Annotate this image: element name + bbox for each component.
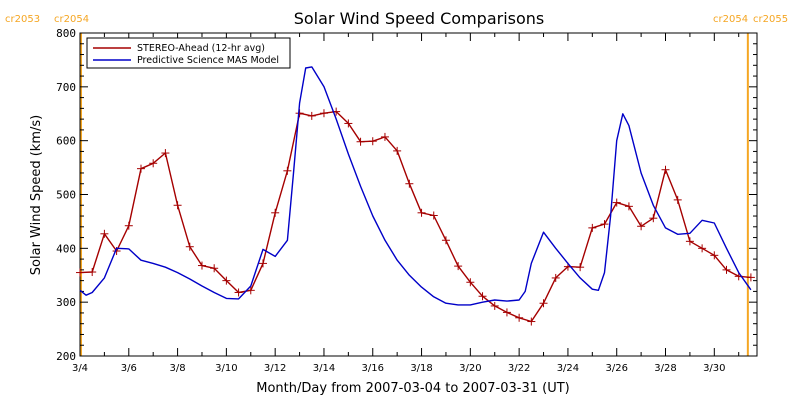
data-point-stereo	[588, 223, 597, 232]
data-point-stereo	[624, 202, 633, 211]
y-axis-label: Solar Wind Speed (km/s)	[29, 115, 44, 275]
data-point-stereo	[649, 214, 658, 223]
data-point-stereo	[576, 263, 585, 272]
series-line-stereo	[79, 110, 751, 323]
data-point-stereo	[258, 259, 267, 268]
data-point-stereo	[661, 165, 670, 174]
data-point-stereo	[405, 179, 414, 188]
chart-title: Solar Wind Speed Comparisons	[294, 9, 545, 28]
carrington-label-left-1: cr2053	[5, 14, 40, 25]
x-tick-label: 3/12	[264, 363, 286, 374]
y-tick-label: 200	[56, 350, 76, 363]
data-point-stereo	[100, 229, 109, 238]
legend-label-mas: Predictive Science MAS Model	[137, 55, 279, 66]
axes: 200 300 400 500 600 700 800 3/4 3/6 3/8 3/10 3/12 3/…	[56, 27, 758, 374]
data-point-stereo	[210, 264, 219, 273]
data-point-stereo	[515, 313, 524, 322]
x-tick-label: 3/26	[605, 363, 627, 374]
data-point-stereo	[161, 149, 170, 158]
data-point-stereo	[124, 221, 133, 230]
data-point-stereo	[685, 237, 694, 246]
data-point-stereo	[527, 317, 536, 326]
data-point-stereo	[234, 288, 243, 297]
x-tick-label: 3/16	[362, 363, 384, 374]
data-point-stereo	[539, 299, 548, 308]
data-point-stereo	[746, 273, 755, 282]
y-tick-label: 700	[56, 81, 76, 94]
data-point-stereo	[344, 119, 353, 128]
data-point-stereo	[551, 273, 560, 282]
data-point-stereo	[185, 242, 194, 251]
data-point-stereo	[271, 208, 280, 217]
data-point-stereo	[136, 164, 145, 173]
data-point-stereo	[76, 268, 84, 277]
data-point-stereo	[368, 137, 377, 146]
x-tick-label: 3/8	[170, 363, 186, 374]
y-tick-label: 800	[56, 27, 76, 40]
data-point-stereo	[466, 278, 475, 287]
data-point-stereo	[722, 265, 731, 274]
data-point-stereo	[502, 308, 511, 317]
series-layer	[76, 66, 755, 326]
data-point-stereo	[173, 201, 182, 210]
legend-box	[86, 37, 291, 69]
y-tick-label: 300	[56, 296, 76, 309]
data-point-stereo	[454, 262, 463, 271]
x-tick-label: 3/6	[121, 363, 137, 374]
x-axis-label: Month/Day from 2007-03-04 to 2007-03-31 …	[256, 381, 569, 396]
x-tick-label: 3/18	[410, 363, 432, 374]
data-point-stereo	[698, 244, 707, 253]
data-point-stereo	[612, 198, 621, 207]
y-tick-label: 600	[56, 135, 76, 148]
legend: STEREO-Ahead (12-hr avg) Predictive Scie…	[86, 37, 291, 69]
carrington-label-right-1: cr2054	[713, 14, 748, 25]
plot-frame	[79, 32, 758, 357]
data-point-stereo	[380, 132, 389, 141]
data-point-stereo	[319, 109, 328, 118]
data-point-stereo	[356, 137, 365, 146]
data-point-stereo	[673, 195, 682, 204]
data-point-stereo	[478, 292, 487, 301]
data-point-stereo	[393, 146, 402, 155]
data-point-stereo	[637, 222, 646, 231]
x-tick-label: 3/4	[72, 363, 88, 374]
data-point-stereo	[149, 159, 158, 168]
data-point-stereo	[441, 236, 450, 245]
data-point-stereo	[197, 261, 206, 270]
x-tick-label: 3/30	[703, 363, 725, 374]
x-tick-label: 3/10	[215, 363, 237, 374]
y-tick-label: 500	[56, 189, 76, 202]
x-tick-label: 3/14	[313, 363, 335, 374]
data-point-stereo	[283, 166, 292, 175]
data-point-stereo	[246, 286, 255, 295]
x-tick-label: 3/28	[654, 363, 676, 374]
series-line-mas	[79, 66, 752, 306]
data-point-stereo	[417, 208, 426, 217]
x-tick-label: 3/24	[557, 363, 579, 374]
data-point-stereo	[88, 268, 97, 277]
legend-label-stereo: STEREO-Ahead (12-hr avg)	[137, 43, 265, 54]
carrington-label-right-2: cr2055	[753, 14, 788, 25]
data-point-stereo	[429, 211, 438, 220]
data-point-stereo	[710, 251, 719, 260]
data-point-stereo	[222, 276, 231, 285]
y-tick-label: 400	[56, 242, 76, 255]
x-tick-label: 3/22	[508, 363, 530, 374]
carrington-label-left-2: cr2054	[54, 14, 89, 25]
data-point-stereo	[600, 220, 609, 229]
data-point-stereo	[307, 111, 316, 120]
data-point-stereo	[490, 301, 499, 310]
x-tick-label: 3/20	[459, 363, 481, 374]
